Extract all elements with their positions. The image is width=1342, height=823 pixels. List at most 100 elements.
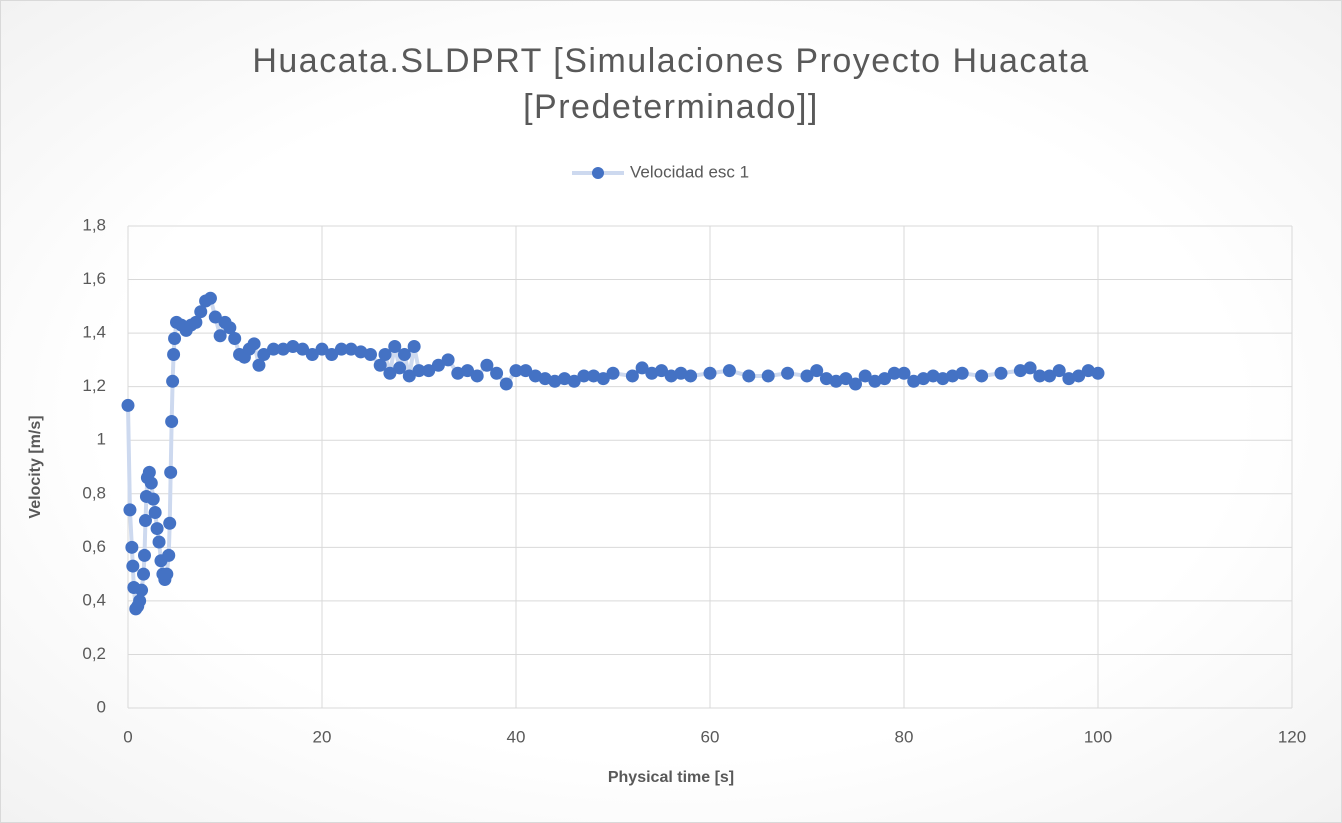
data-point xyxy=(144,476,158,490)
data-point xyxy=(655,364,668,378)
y-tick-label: 1,8 xyxy=(82,215,106,234)
y-tick-label: 0,4 xyxy=(82,590,106,609)
data-point xyxy=(296,342,310,356)
x-tick-label: 100 xyxy=(1084,727,1112,746)
data-point xyxy=(383,366,397,380)
data-point xyxy=(412,364,426,378)
data-point xyxy=(1043,369,1056,383)
data-point xyxy=(742,369,756,383)
data-point xyxy=(955,366,969,380)
data-point xyxy=(223,321,237,335)
y-tick-label: 0,2 xyxy=(82,644,106,663)
data-point xyxy=(1023,361,1037,375)
x-tick-label: 60 xyxy=(701,727,720,746)
chart-title: Huacata.SLDPRT [Simulaciones Proyecto Hu… xyxy=(252,42,1090,126)
data-point xyxy=(499,377,513,391)
data-point xyxy=(228,331,242,345)
data-point xyxy=(126,559,140,573)
data-point xyxy=(315,342,329,356)
data-point xyxy=(160,567,174,581)
data-point xyxy=(133,594,147,608)
data-point xyxy=(1033,369,1047,383)
x-tick-label: 0 xyxy=(123,727,132,746)
data-point xyxy=(142,465,156,479)
data-point xyxy=(393,361,407,375)
legend-marker xyxy=(592,167,604,179)
y-tick-label: 1,2 xyxy=(82,376,106,395)
data-point xyxy=(761,369,775,383)
data-point xyxy=(121,398,135,412)
data-point xyxy=(167,348,181,362)
data-point xyxy=(138,514,152,528)
data-point xyxy=(849,377,862,391)
data-point xyxy=(577,369,591,383)
data-point xyxy=(407,340,421,353)
data-point xyxy=(887,366,901,380)
data-point xyxy=(431,358,445,372)
data-point xyxy=(163,516,177,530)
y-tick-label: 0,6 xyxy=(82,537,106,556)
data-point xyxy=(305,348,319,362)
data-point xyxy=(994,366,1008,380)
data-point xyxy=(490,366,504,380)
y-tick-label: 1,4 xyxy=(82,323,106,342)
data-point xyxy=(1052,364,1066,378)
x-tick-label: 40 xyxy=(507,727,526,746)
data-point xyxy=(257,348,271,362)
data-point xyxy=(334,342,348,356)
data-point xyxy=(325,348,339,362)
y-axis-title: Velocity [m/s] xyxy=(27,415,44,518)
data-point xyxy=(252,358,266,372)
data-point xyxy=(684,369,698,383)
data-point xyxy=(897,366,911,380)
data-point xyxy=(625,369,639,383)
data-point xyxy=(703,366,717,380)
data-point xyxy=(146,492,160,506)
data-point xyxy=(150,522,164,536)
data-point xyxy=(164,465,178,479)
x-tick-label: 20 xyxy=(313,727,332,746)
data-point xyxy=(858,369,872,383)
y-tick-label: 1,6 xyxy=(82,269,106,288)
data-point xyxy=(208,310,222,324)
data-point xyxy=(1072,369,1086,383)
data-point xyxy=(125,540,139,554)
data-point xyxy=(247,337,261,351)
data-point xyxy=(152,535,166,549)
data-point xyxy=(123,503,137,517)
data-point xyxy=(567,374,581,388)
data-point xyxy=(162,548,176,562)
data-point xyxy=(800,369,814,383)
y-tick-label: 0,8 xyxy=(82,483,106,502)
legend-label: Velocidad esc 1 xyxy=(630,162,749,181)
data-point xyxy=(194,305,208,319)
data-point xyxy=(166,374,180,388)
data-point xyxy=(422,364,436,378)
data-point xyxy=(388,340,402,353)
data-point xyxy=(165,414,179,428)
data-point xyxy=(878,372,892,386)
data-point xyxy=(373,358,387,372)
data-point xyxy=(635,361,649,375)
data-point xyxy=(480,358,494,372)
data-point xyxy=(810,364,824,378)
x-axis-title: Physical time [s] xyxy=(608,769,734,786)
x-tick-label: 120 xyxy=(1278,727,1306,746)
data-point xyxy=(606,366,620,380)
data-point xyxy=(189,315,203,329)
data-point xyxy=(1091,366,1105,380)
data-point xyxy=(364,348,377,362)
data-point xyxy=(137,567,151,581)
data-point xyxy=(975,369,989,383)
data-point xyxy=(402,369,416,383)
data-point xyxy=(137,548,151,562)
data-point xyxy=(148,506,162,520)
data-point xyxy=(135,583,149,597)
data-point xyxy=(509,364,523,378)
data-point xyxy=(470,369,484,383)
data-point xyxy=(397,348,411,362)
data-point xyxy=(378,348,392,362)
data-point xyxy=(722,364,736,378)
